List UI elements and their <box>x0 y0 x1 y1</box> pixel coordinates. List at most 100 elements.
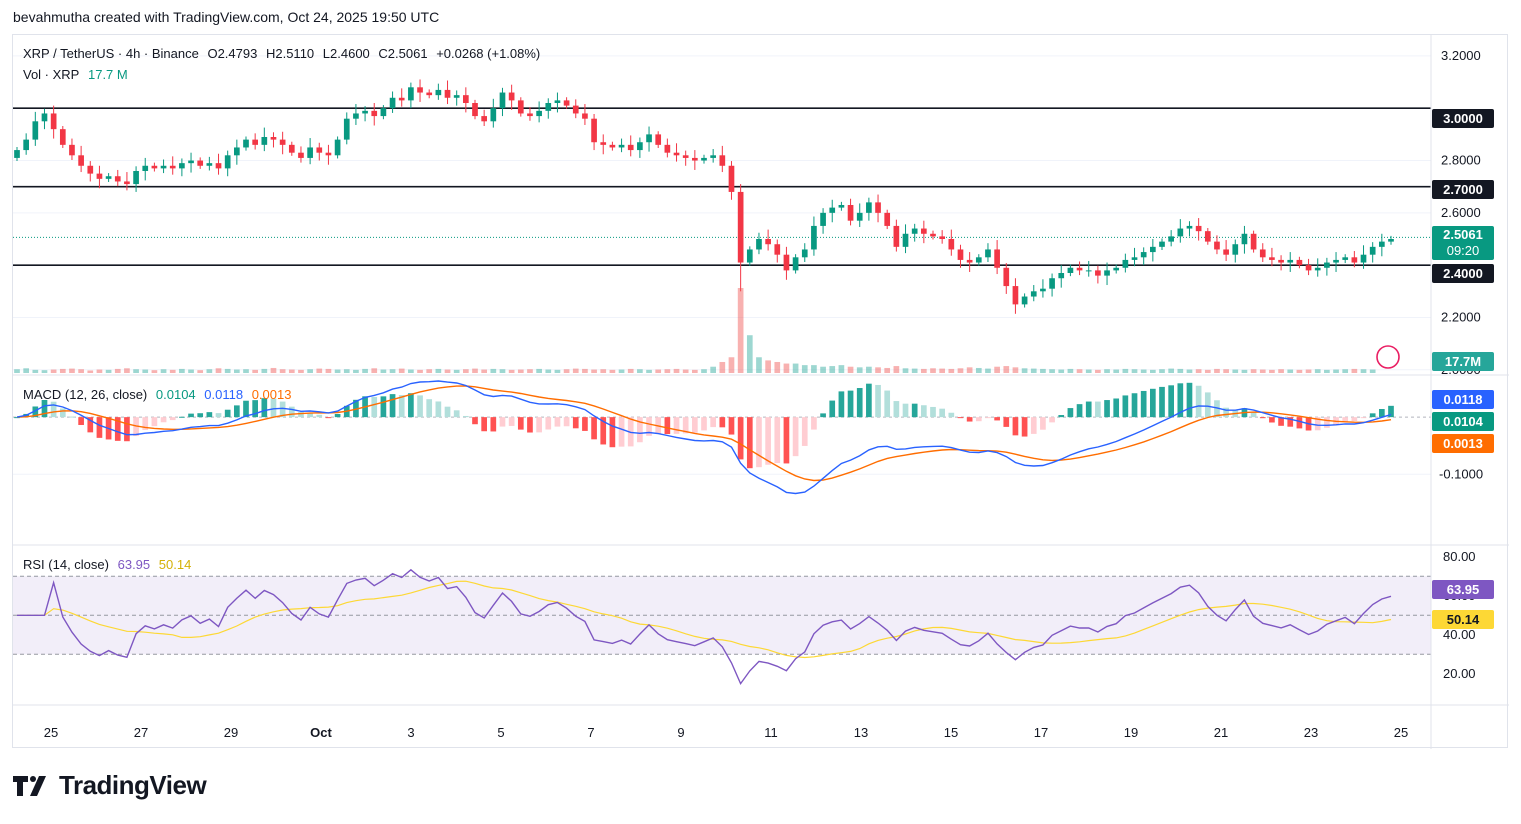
candle-body <box>380 108 387 117</box>
chart-canvas[interactable]: 3.20002.80002.60002.20002.0000-0.100080.… <box>13 35 1509 749</box>
macd-histogram-bar <box>1360 417 1367 419</box>
volume-bar <box>591 369 597 373</box>
macd-histogram-bar <box>444 406 451 418</box>
volume-bar <box>1095 369 1101 373</box>
candle-body <box>307 147 313 158</box>
candle-body <box>1003 267 1010 287</box>
candle-body <box>288 144 295 153</box>
candle-body <box>902 233 909 247</box>
volume-bar <box>527 369 533 373</box>
time-axis-label: 17 <box>1034 725 1048 740</box>
volume-bar <box>444 369 451 373</box>
candle-body <box>591 118 597 143</box>
candle-body <box>444 89 451 98</box>
macd-histogram-bar <box>371 397 378 418</box>
time-axis-label: 9 <box>677 725 684 740</box>
volume-bar <box>1159 369 1165 373</box>
macd-histogram-bar <box>563 417 570 427</box>
candle-body <box>1287 259 1294 263</box>
volume-bar <box>994 366 1000 373</box>
candle-body <box>508 92 515 101</box>
macd-histogram-bar <box>1204 392 1211 418</box>
macd-histogram-bar <box>829 400 836 418</box>
macd-histogram-bar <box>884 390 891 418</box>
candle-body <box>270 137 277 140</box>
macd-histogram-bar <box>14 417 20 419</box>
volume-bar <box>160 369 167 373</box>
candle-body <box>646 134 652 143</box>
candle-body <box>1040 288 1046 292</box>
tradingview-logo: TradingView <box>13 770 207 801</box>
candle-body <box>737 191 744 263</box>
macd-histogram-bar <box>921 405 927 418</box>
macd-histogram-bar <box>792 417 799 457</box>
volume-bar <box>1076 369 1083 373</box>
chart-frame[interactable]: 3.20002.80002.60002.20002.0000-0.100080.… <box>12 34 1509 749</box>
volume-bar <box>572 368 579 373</box>
candle-body <box>224 155 231 169</box>
macd-histogram-bar <box>1342 417 1349 422</box>
macd-histogram-bar <box>197 413 204 418</box>
candle-body <box>1360 254 1367 263</box>
candle-body <box>1104 270 1110 276</box>
candle-body <box>59 129 66 145</box>
macd-histogram-bar <box>1259 417 1266 419</box>
candle-body <box>499 92 506 109</box>
candle-body <box>545 103 552 111</box>
candle-body <box>1204 231 1211 242</box>
macd-histogram-bar <box>1296 417 1303 429</box>
macd-histogram-bar <box>527 417 533 433</box>
macd-histogram-bar <box>957 417 964 419</box>
chart-caption: bevahmutha created with TradingView.com,… <box>13 9 440 25</box>
macd-histogram-bar <box>719 417 726 428</box>
candle-body <box>866 202 872 213</box>
volume-bar <box>985 368 991 373</box>
candle-body <box>829 207 836 213</box>
volume-bar <box>682 369 689 373</box>
time-axis-label: 13 <box>854 725 868 740</box>
candle-body <box>728 165 735 192</box>
volume-bar <box>664 369 671 373</box>
macd-histogram-bar <box>875 384 881 418</box>
macd-histogram-bar <box>517 417 524 430</box>
candle-body <box>1030 291 1037 297</box>
macd-histogram-bar <box>1388 405 1394 418</box>
volume-bar <box>14 369 20 373</box>
macd-histogram-bar <box>975 417 982 422</box>
volume-bar <box>1122 368 1129 373</box>
volume-bar <box>838 365 845 373</box>
candle-body <box>1159 241 1165 247</box>
volume-bar <box>78 369 84 373</box>
candle-body <box>298 152 304 158</box>
candle-body <box>554 100 561 103</box>
price-axis-label: 3.2000 <box>1441 48 1481 63</box>
rsi-ma-line <box>17 580 1392 659</box>
candle-body <box>243 139 249 148</box>
volume-bar <box>719 361 726 373</box>
candle-body <box>930 233 936 237</box>
volume-bar <box>334 369 341 373</box>
candle-body <box>517 100 524 114</box>
candle-body <box>1324 262 1330 268</box>
macd-histogram-bar <box>1250 412 1257 418</box>
macd-histogram-bar <box>1058 415 1065 418</box>
rsi-legend: RSI (14, close) 63.95 50.14 <box>23 557 196 572</box>
macd-histogram-bar <box>481 417 487 432</box>
macd-histogram-bar <box>389 394 396 418</box>
volume-bar <box>600 369 607 373</box>
macd-histogram-bar <box>1168 385 1174 418</box>
volume-bar <box>756 357 762 373</box>
macd-histogram-bar <box>206 412 213 418</box>
macd-histogram-bar <box>930 406 936 418</box>
volume-bar <box>1168 368 1174 373</box>
macd-histogram-bar <box>856 388 863 418</box>
candle-body <box>710 155 716 158</box>
macd-histogram-bar <box>224 409 231 418</box>
volume-bar <box>1324 369 1330 373</box>
volume-bar <box>481 369 487 373</box>
volume-bar <box>1250 369 1257 373</box>
candle-body <box>151 165 158 169</box>
candle-body <box>353 113 359 119</box>
macd-histogram-bar <box>673 417 680 434</box>
volume-bar <box>1030 368 1037 373</box>
